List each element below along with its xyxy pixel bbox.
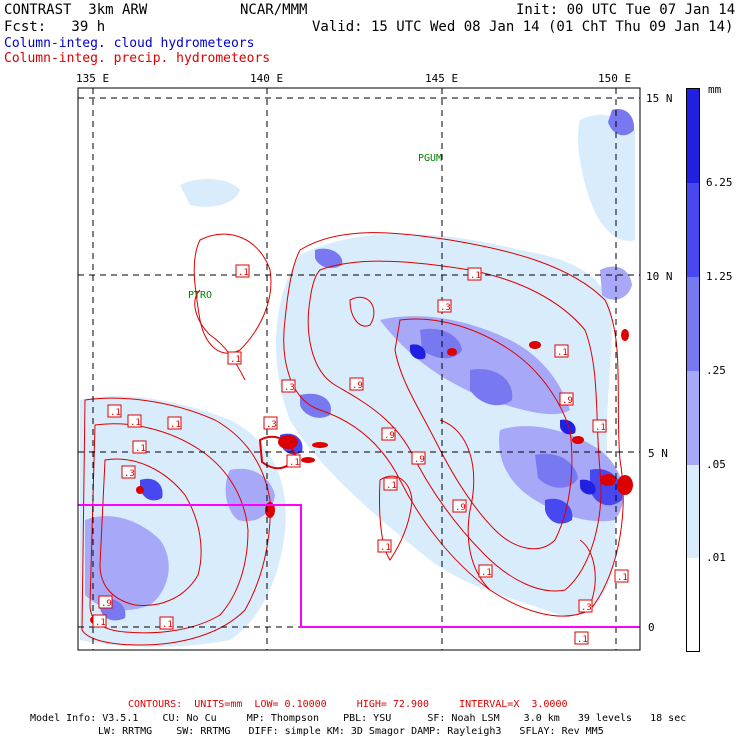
scale-band-6: [687, 89, 699, 183]
svg-text:.9: .9: [414, 455, 425, 465]
svg-text:.1: .1: [162, 620, 173, 630]
lon-label-150: 150 E: [598, 72, 632, 85]
svg-text:.1: .1: [386, 481, 397, 491]
svg-text:.3: .3: [284, 383, 295, 393]
svg-text:.1: .1: [617, 573, 628, 583]
svg-text:.9: .9: [455, 503, 466, 513]
lon-label-145: 145 E: [425, 72, 459, 85]
svg-text:.1: .1: [380, 543, 391, 553]
svg-text:.3: .3: [266, 420, 277, 430]
nested-domain-box: [78, 504, 640, 628]
color-scale: [686, 88, 700, 652]
org-label: NCAR/MMM: [240, 2, 308, 18]
cloud-shading: [80, 109, 635, 647]
palau-label: PTRO: [188, 290, 212, 301]
scale-tick-001: .01: [706, 551, 726, 564]
scale-band-1: [687, 558, 699, 651]
lon-label-140: 140 E: [250, 72, 284, 85]
svg-text:.3: .3: [124, 469, 135, 479]
svg-text:.1: .1: [470, 271, 481, 281]
scale-band-3: [687, 371, 699, 465]
svg-text:.1: .1: [557, 348, 568, 358]
scale-band-2: [687, 465, 699, 558]
contour-info: CONTOURS: UNITS=mm LOW= 0.10000 HIGH= 72…: [128, 699, 568, 710]
precip-contours: [81, 232, 624, 646]
forecast-hour: Fcst: 39 h: [4, 19, 106, 35]
legend-cloud: Column-integ. cloud hydrometeors: [4, 36, 255, 51]
station-markers: PGUM PTRO: [188, 153, 442, 301]
svg-text:.1: .1: [238, 268, 249, 278]
legend-precip: Column-integ. precip. hydrometeors: [4, 51, 271, 66]
contour-labels: .1 .1 .3 .1 .9 .3 .1 .9 .1 .1 .1 .1 .3 .…: [92, 264, 629, 645]
svg-text:.1: .1: [595, 423, 606, 433]
scale-tick-125: 1.25: [706, 270, 733, 283]
scale-band-4: [687, 277, 699, 371]
model-title: CONTRAST 3km ARW: [4, 2, 148, 18]
lat-label-10n: 10 N: [646, 270, 673, 283]
plot-frame: [77, 87, 641, 651]
lat-label-5n: 5 N: [648, 447, 668, 460]
guam-label: PGUM: [418, 153, 442, 164]
svg-text:.9: .9: [352, 381, 363, 391]
svg-text:.9: .9: [562, 396, 573, 406]
lon-label-135: 135 E: [76, 72, 110, 85]
scale-band-5: [687, 183, 699, 277]
svg-text:.1: .1: [577, 635, 588, 645]
scale-tick-625: 6.25: [706, 176, 733, 189]
svg-text:.3: .3: [581, 603, 592, 613]
svg-text:.1: .1: [289, 458, 300, 468]
init-time: Init: 00 UTC Tue 07 Jan 14: [516, 2, 736, 18]
svg-text:.1: .1: [130, 418, 141, 428]
scale-tick-005: .05: [706, 458, 726, 471]
svg-text:.1: .1: [110, 408, 121, 418]
scale-unit: mm: [708, 83, 722, 96]
svg-text:.1: .1: [170, 420, 181, 430]
scale-tick-025: .25: [706, 364, 726, 377]
svg-text:.9: .9: [101, 599, 112, 609]
svg-text:.1: .1: [95, 618, 106, 628]
lat-label-15n: 15 N: [646, 92, 673, 105]
precip-cores: [90, 329, 633, 624]
lat-label-eq: 0: [648, 621, 655, 634]
svg-text:.9: .9: [384, 431, 395, 441]
valid-time: Valid: 15 UTC Wed 08 Jan 14 (01 ChT Thu …: [312, 19, 734, 35]
model-info-line1: Model Info: V3.5.1 CU: No Cu MP: Thompso…: [30, 713, 687, 724]
svg-text:.1: .1: [135, 444, 146, 454]
svg-text:.1: .1: [481, 568, 492, 578]
svg-text:.3: .3: [440, 303, 451, 313]
svg-text:.1: .1: [230, 355, 241, 365]
model-info-line2: LW: RRTMG SW: RRTMG DIFF: simple KM: 3D …: [98, 726, 604, 737]
